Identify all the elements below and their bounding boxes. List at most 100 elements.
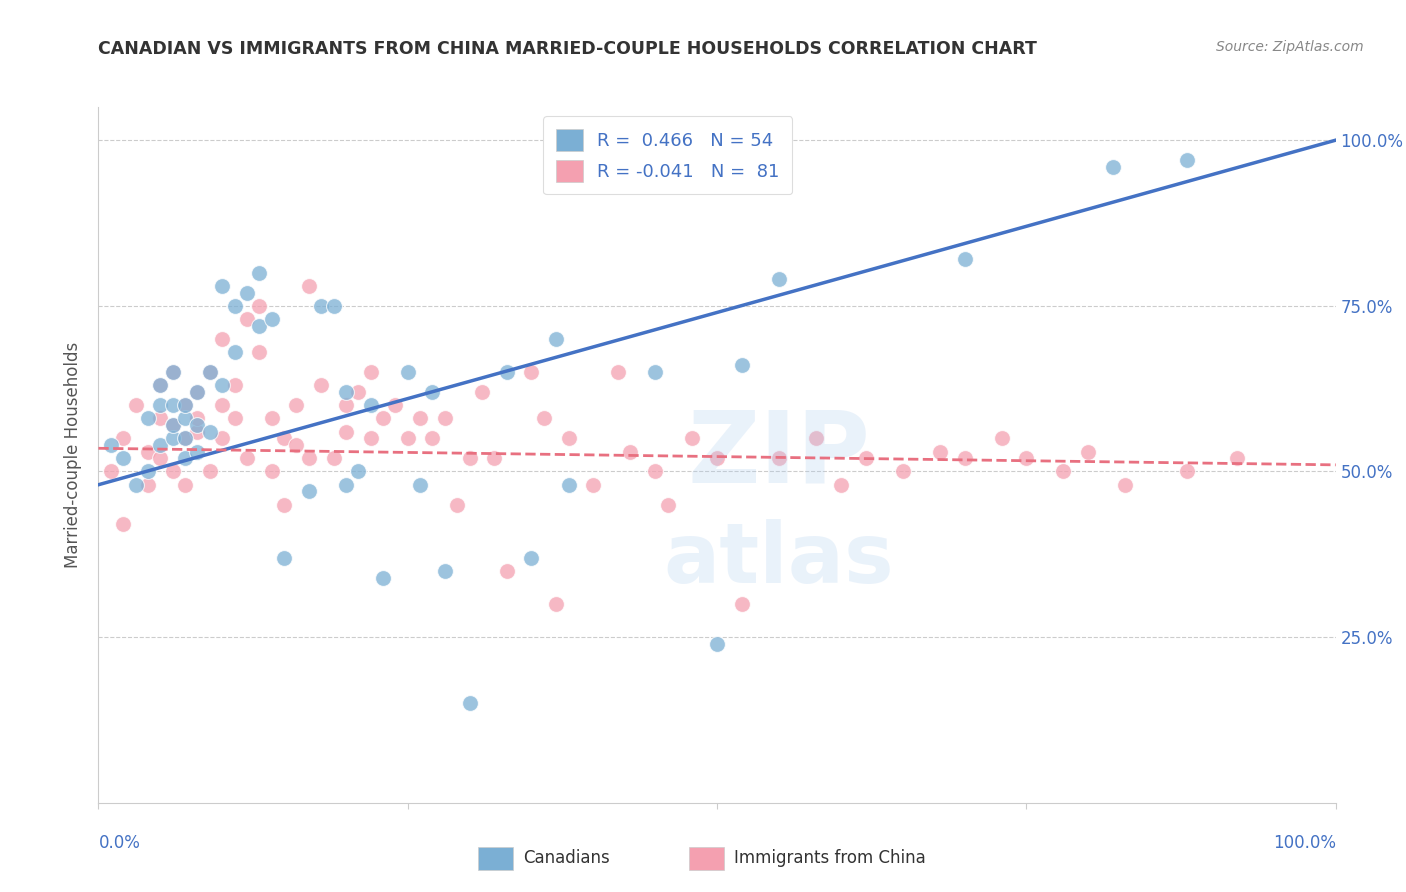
Point [681,431,703,445]
Point [186,384,208,399]
Point [260,465,283,479]
Point [446,498,468,512]
Point [371,570,394,584]
Point [236,285,259,300]
Point [186,425,208,439]
Point [186,418,208,433]
Point [322,451,344,466]
Point [149,411,172,425]
Point [273,431,295,445]
Point [471,384,494,399]
Point [100,465,122,479]
Point [1226,451,1249,466]
Point [546,597,568,611]
Point [186,384,208,399]
Point [928,444,950,458]
Point [211,332,233,346]
Point [124,398,146,412]
Point [162,398,184,412]
Point [247,266,270,280]
Point [298,484,321,499]
Point [533,411,555,425]
Point [1015,451,1038,466]
Point [247,299,270,313]
Point [433,411,456,425]
Point [285,438,308,452]
Text: Source: ZipAtlas.com: Source: ZipAtlas.com [1216,40,1364,54]
Point [149,451,172,466]
Point [136,477,159,491]
Point [112,431,135,445]
Point [335,477,357,491]
Point [768,451,790,466]
Point [396,365,419,379]
Point [768,272,790,286]
Point [309,299,332,313]
Text: 0.0%: 0.0% [98,834,141,852]
Point [162,365,184,379]
Point [891,465,914,479]
Point [100,438,122,452]
Point [247,318,270,333]
Point [422,384,444,399]
Point [198,425,221,439]
Point [458,451,481,466]
Point [347,465,370,479]
Point [174,411,197,425]
Point [384,398,406,412]
Text: atlas: atlas [664,519,894,599]
Point [520,550,543,565]
Point [706,637,728,651]
Point [360,398,382,412]
Point [162,431,184,445]
Point [309,378,332,392]
Y-axis label: Married-couple Households: Married-couple Households [65,342,83,568]
Point [322,299,344,313]
Point [149,438,172,452]
Point [236,312,259,326]
Point [236,451,259,466]
Point [224,378,246,392]
Point [211,279,233,293]
Point [557,431,579,445]
Point [112,517,135,532]
Point [495,365,517,379]
Point [644,365,666,379]
Point [186,444,208,458]
Point [298,279,321,293]
Point [136,444,159,458]
Point [198,465,221,479]
Point [247,345,270,359]
Point [285,398,308,412]
Point [347,384,370,399]
Point [409,477,432,491]
Point [396,431,419,445]
Point [1114,477,1136,491]
Point [953,451,976,466]
Point [162,465,184,479]
Point [298,451,321,466]
Point [112,451,135,466]
Point [953,252,976,267]
Point [1175,465,1198,479]
Point [174,398,197,412]
Point [804,431,827,445]
Point [198,365,221,379]
Text: Canadians: Canadians [523,849,610,867]
Point [174,398,197,412]
Point [211,378,233,392]
Point [162,418,184,433]
Point [162,418,184,433]
Point [224,411,246,425]
Point [409,411,432,425]
Point [260,411,283,425]
Point [495,564,517,578]
Point [174,431,197,445]
Point [335,425,357,439]
Point [136,465,159,479]
Point [260,312,283,326]
Point [1102,160,1125,174]
Point [124,477,146,491]
Point [335,398,357,412]
Point [174,431,197,445]
